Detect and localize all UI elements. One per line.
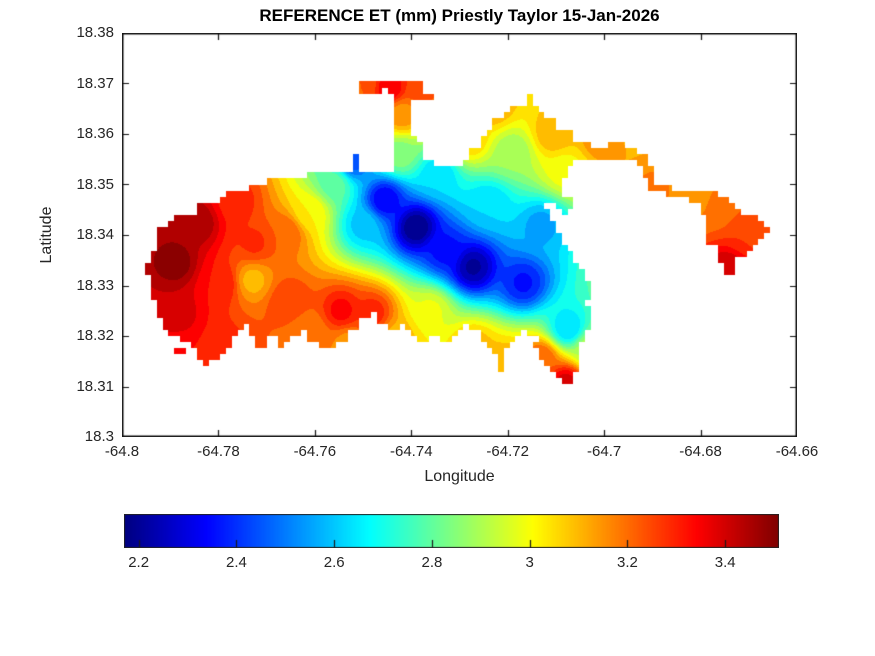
y-axis-tick-label: 18.36 [76,125,114,142]
y-axis-tick-label: 18.37 [76,74,114,92]
x-axis-tick-label: -64.8 [104,443,140,460]
colorbar-tick-label: 3.4 [714,554,736,571]
colorbar [124,514,779,548]
colorbar-tick-label: 2.8 [421,554,443,571]
x-axis-tick-label: -64.66 [775,443,819,460]
y-axis-tick-label: 18.3 [84,428,114,445]
y-axis-tick-label: 18.33 [76,276,114,294]
colorbar-tick-label: 2.4 [225,554,247,571]
colorbar-tick-label: 3.2 [617,554,638,571]
y-axis-tick-label: 18.38 [76,24,114,41]
colorbar-tick-label: 2.2 [128,554,150,571]
x-axis-tick-label: -64.76 [293,443,337,460]
y-axis-tick-label: 18.35 [76,175,114,193]
x-axis-tick-label: -64.78 [197,443,240,460]
x-axis-tick-label: -64.68 [679,443,722,460]
contour-map-canvas [122,33,797,437]
chart-title: REFERENCE ET (mm) Priestly Taylor 15-Jan… [259,6,660,25]
colorbar-tick-label: 3 [525,554,534,571]
x-axis-tick-label: -64.72 [486,443,529,460]
y-axis-tick-label: 18.31 [76,377,114,395]
colorbar-tick-label: 2.6 [323,554,345,571]
x-axis-label: Longitude [424,468,495,485]
x-axis-tick-label: -64.74 [390,443,433,460]
y-axis-tick-label: 18.32 [76,327,114,344]
x-axis-tick-label: -64.7 [587,443,622,460]
y-axis-tick-label: 18.34 [76,226,114,243]
